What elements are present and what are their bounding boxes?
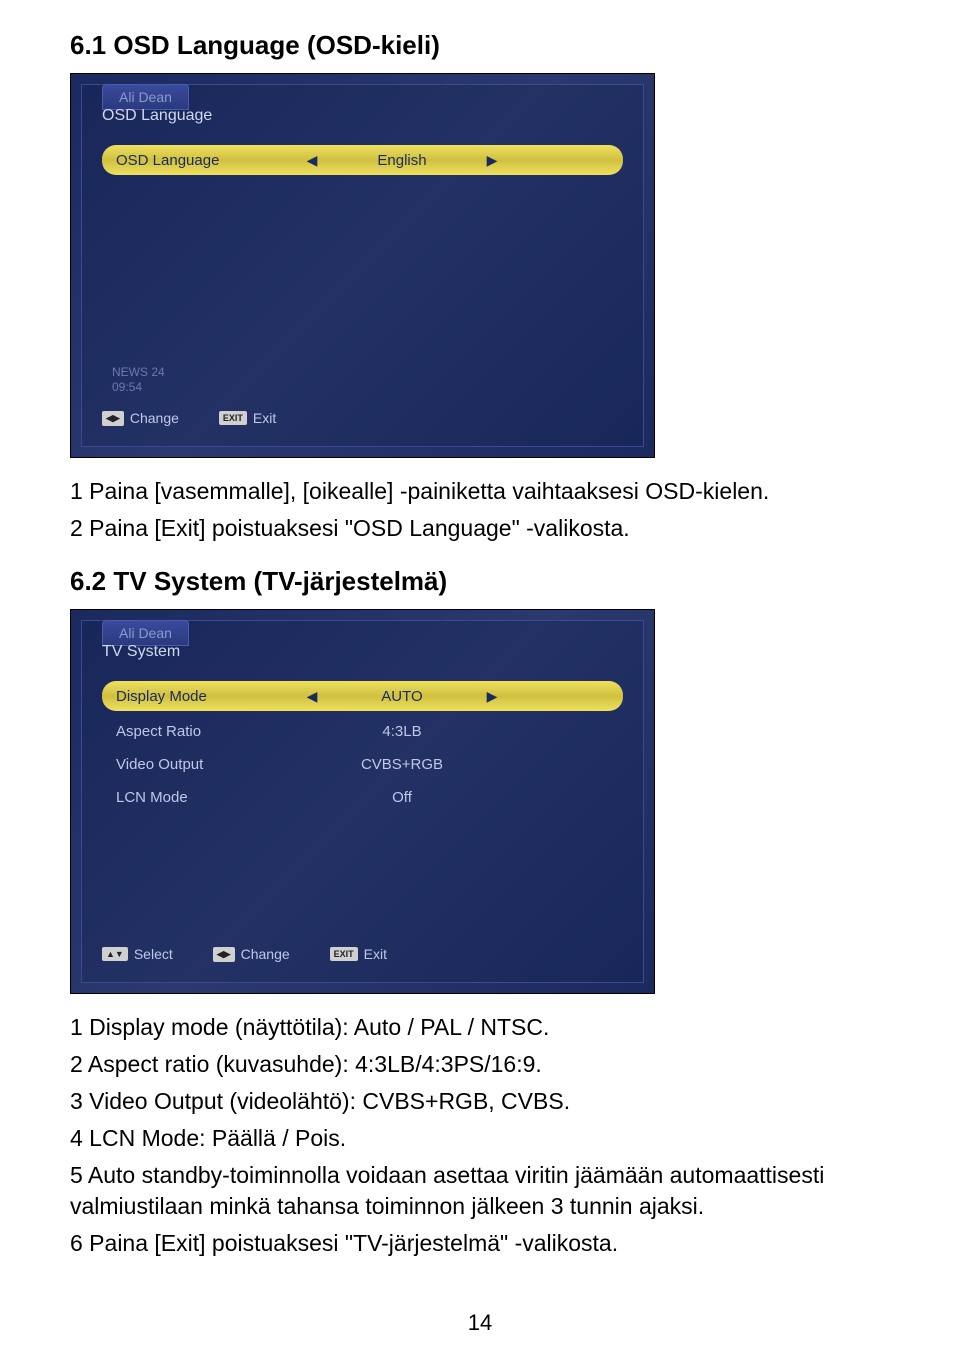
body-text: 5 Auto standby-toiminnolla voidaan asett… <box>70 1160 890 1222</box>
arrow-right-icon[interactable]: ▶ <box>482 688 502 705</box>
body-text: 2 Aspect ratio (kuvasuhde): 4:3LB/4:3PS/… <box>70 1049 890 1080</box>
page-number: 14 <box>468 1310 492 1336</box>
body-text: 1 Paina [vasemmalle], [oikealle] -painik… <box>70 476 890 507</box>
footer-label: Select <box>134 946 173 962</box>
osd-row-value: Off <box>322 789 482 806</box>
osd-row-label: Display Mode <box>102 688 302 705</box>
key-icon: ◀▶ <box>102 411 124 426</box>
osd-header: TV System <box>102 643 180 661</box>
body-text: 6 Paina [Exit] poistuaksesi "TV-järjeste… <box>70 1228 890 1259</box>
arrow-right-icon[interactable]: ▶ <box>482 152 502 169</box>
osd-header: OSD Language <box>102 107 212 125</box>
arrow-left-icon[interactable]: ◀ <box>302 152 322 169</box>
osd-row-label: Aspect Ratio <box>102 723 302 740</box>
timestamp-line: NEWS 24 <box>112 365 165 381</box>
osd-panel: Ali Dean TV System Display Mode ◀ AUTO ▶… <box>81 620 644 983</box>
body-text: 4 LCN Mode: Päällä / Pois. <box>70 1123 890 1154</box>
osd-row-value: 4:3LB <box>322 723 482 740</box>
osd-panel: Ali Dean OSD Language OSD Language ◀ Eng… <box>81 84 644 447</box>
key-icon: EXIT <box>219 411 247 425</box>
section-title-1: 6.1 OSD Language (OSD-kieli) <box>70 30 890 61</box>
osd-row[interactable]: Video Output CVBS+RGB <box>102 749 623 779</box>
body-text: 1 Display mode (näyttötila): Auto / PAL … <box>70 1012 890 1043</box>
footer-label: Exit <box>364 946 387 962</box>
body-text: 3 Video Output (videolähtö): CVBS+RGB, C… <box>70 1086 890 1117</box>
key-icon: ◀▶ <box>213 947 235 962</box>
osd-row[interactable]: LCN Mode Off <box>102 782 623 812</box>
osd-screenshot-1: Ali Dean OSD Language OSD Language ◀ Eng… <box>70 73 655 458</box>
osd-row-label: Video Output <box>102 756 302 773</box>
osd-footer: ▲▼ Select ◀▶ Change EXIT Exit <box>102 946 623 962</box>
osd-row-label: LCN Mode <box>102 789 302 806</box>
osd-row[interactable]: Aspect Ratio 4:3LB <box>102 716 623 746</box>
footer-label: Change <box>241 946 290 962</box>
osd-timestamp: NEWS 24 09:54 <box>112 365 165 396</box>
osd-row-value: CVBS+RGB <box>322 756 482 773</box>
osd-row-selected[interactable]: Display Mode ◀ AUTO ▶ <box>102 681 623 711</box>
footer-hint: ◀▶ Change <box>102 410 179 426</box>
footer-hint: EXIT Exit <box>330 946 387 962</box>
footer-hint: EXIT Exit <box>219 410 276 426</box>
key-icon: EXIT <box>330 947 358 961</box>
osd-screenshot-2: Ali Dean TV System Display Mode ◀ AUTO ▶… <box>70 609 655 994</box>
footer-label: Exit <box>253 410 276 426</box>
osd-row-value: AUTO <box>322 688 482 705</box>
osd-footer: ◀▶ Change EXIT Exit <box>102 410 623 426</box>
osd-row-value: English <box>322 152 482 169</box>
footer-hint: ▲▼ Select <box>102 946 173 962</box>
footer-hint: ◀▶ Change <box>213 946 290 962</box>
footer-label: Change <box>130 410 179 426</box>
key-icon: ▲▼ <box>102 947 128 961</box>
osd-row-selected[interactable]: OSD Language ◀ English ▶ <box>102 145 623 175</box>
section-title-2: 6.2 TV System (TV-järjestelmä) <box>70 566 890 597</box>
timestamp-line: 09:54 <box>112 380 165 396</box>
body-text: 2 Paina [Exit] poistuaksesi "OSD Languag… <box>70 513 890 544</box>
arrow-left-icon[interactable]: ◀ <box>302 688 322 705</box>
osd-row-label: OSD Language <box>102 152 302 169</box>
